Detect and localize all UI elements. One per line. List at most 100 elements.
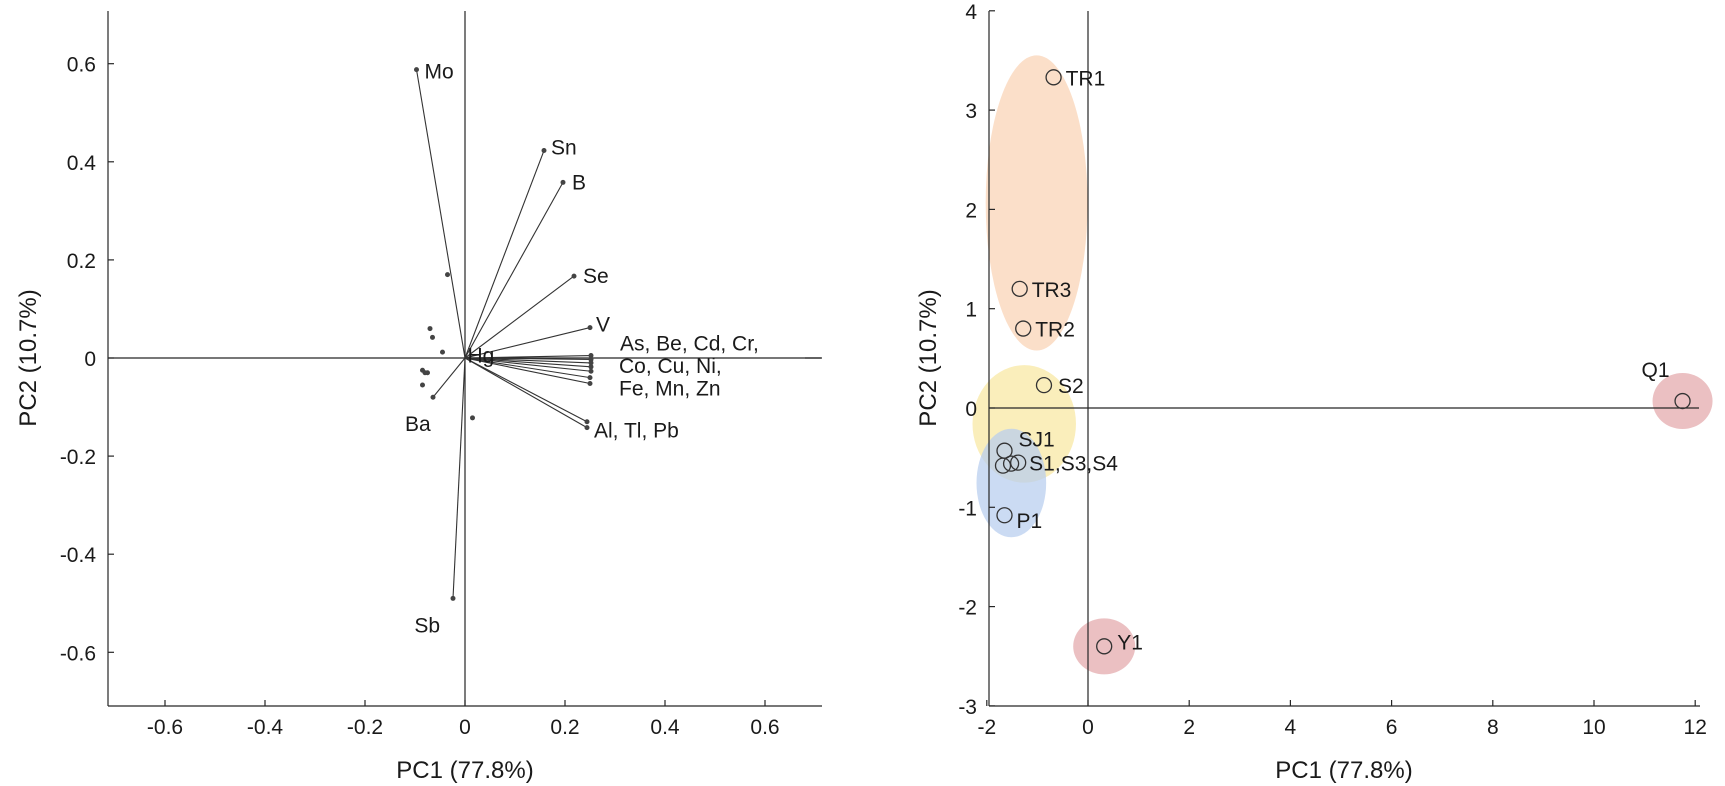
loading-vector-tip	[430, 394, 436, 400]
x-tick-label: 12	[1684, 716, 1707, 739]
y-tick-label: -0.6	[60, 642, 96, 665]
loading-vector-v	[464, 327, 591, 359]
loading-vector	[464, 357, 588, 423]
loadings-points	[420, 272, 475, 421]
y-tick-label: 4	[965, 1, 977, 24]
x-tick-label: -2	[977, 716, 996, 739]
loadings-x-axis-label: PC1 (77.8%)	[396, 757, 533, 784]
loading-vector	[464, 357, 592, 368]
score-label-sj1: SJ1	[1019, 429, 1055, 452]
score-point-p1	[996, 507, 1013, 524]
loading-vector-tip	[588, 368, 594, 374]
loadings-annotations: Hg As, Be, Cd, Cr,Co, Cu, Ni,Fe, Mn, Zn Al…	[468, 332, 822, 443]
score-label-tr3: TR3	[1032, 279, 1072, 302]
x-tick-label: 4	[1285, 716, 1297, 739]
loading-annotation: Hg	[468, 345, 495, 368]
loadings-x-ticks: -0.6 -0.4 -0.2 0 0.2 0.4 0.6	[147, 700, 780, 739]
loading-vector-tip	[588, 356, 594, 362]
loading-point	[430, 334, 435, 340]
score-point-tr3	[1011, 280, 1028, 297]
score-label-p1: P1	[1017, 510, 1043, 533]
x-tick-label: 0.2	[550, 716, 579, 739]
scores-regions	[972, 55, 1713, 675]
score-label-q1: Q1	[1642, 359, 1670, 382]
loading-vector-tip	[584, 419, 590, 425]
loading-vector	[464, 357, 592, 361]
loading-point	[425, 370, 430, 376]
loadings-vectors: Mo Sn B Se V Ba Sb	[405, 61, 610, 638]
loading-vector-tip	[587, 325, 593, 331]
loadings-y-axis-label: PC2 (10.7%)	[15, 289, 42, 426]
loading-vector-tip	[450, 595, 456, 601]
y-tick-label: 0.6	[67, 54, 96, 77]
loading-vector	[464, 354, 592, 359]
y-tick-label: 3	[965, 100, 977, 123]
cluster-region	[1652, 373, 1713, 430]
score-label-tr2: TR2	[1035, 319, 1075, 342]
loading-label-v: V	[596, 314, 610, 337]
cluster-region	[976, 428, 1047, 538]
x-tick-label: 0	[459, 716, 471, 739]
y-tick-label: 2	[965, 199, 977, 222]
loading-vector-tip	[587, 375, 593, 381]
y-tick-label: -0.2	[60, 446, 96, 469]
loading-vector-tip	[587, 381, 593, 387]
loading-vector-ba	[432, 357, 466, 398]
loading-label-mo: Mo	[425, 61, 454, 84]
loading-point	[440, 349, 445, 355]
y-tick-label: -2	[958, 597, 977, 620]
loading-vector-tip	[588, 364, 594, 370]
y-tick-label: -1	[958, 497, 977, 520]
loadings-panel: Mo Sn B Se V Ba Sb -0.6 -0.4 -0.2 0 0.2 0.4 0.6 -0.6…	[15, 11, 822, 784]
loading-vector-tip	[414, 67, 419, 73]
loading-point	[470, 415, 475, 421]
score-point-y1	[1096, 638, 1113, 655]
score-label-tr1: TR1	[1066, 67, 1106, 90]
score-point	[1002, 455, 1020, 472]
scores-x-axis-label: PC1 (77.8%)	[1275, 757, 1412, 784]
x-tick-label: -0.4	[247, 716, 284, 739]
loading-vector	[464, 357, 588, 429]
loading-point	[420, 382, 425, 388]
x-tick-label: 0.4	[650, 716, 680, 739]
x-tick-label: 2	[1183, 716, 1195, 739]
y-tick-label: -3	[958, 696, 977, 719]
score-point-tr1	[1045, 69, 1062, 86]
score-point	[994, 457, 1012, 474]
loading-vector-mo	[415, 69, 466, 359]
y-tick-label: 0.4	[67, 152, 97, 175]
loading-label-b: B	[572, 171, 586, 194]
loading-vector-tip	[571, 273, 577, 279]
loading-vector-tip	[588, 353, 594, 359]
cluster-region	[1073, 618, 1136, 675]
loading-vector-tip	[588, 360, 594, 366]
y-tick-label: 0	[965, 398, 977, 421]
loading-vector-tip	[584, 425, 590, 431]
loading-annotation: Al, Tl, Pb	[594, 420, 679, 443]
score-point-q1	[1674, 392, 1691, 410]
loading-vector-tip	[541, 148, 547, 154]
x-tick-label: -0.6	[147, 716, 183, 739]
loading-label-se: Se	[583, 265, 609, 288]
loading-vector-b	[464, 182, 564, 359]
loading-label-sn: Sn	[551, 137, 577, 160]
loading-point	[445, 272, 450, 278]
scores-y-ticks: -3 -2 -1 0 1 2 3 4	[958, 1, 995, 719]
scores-x-ticks: -2 0 2 4 6 8 10 12	[977, 700, 1707, 739]
x-tick-label: 0	[1082, 716, 1094, 739]
score-label-s1-s3-s4: S1,S3,S4	[1029, 453, 1118, 476]
x-tick-label: 6	[1386, 716, 1398, 739]
loading-annotation: Co, Cu, Ni,	[619, 355, 722, 378]
loading-point	[427, 326, 433, 332]
x-tick-label: 0.6	[750, 716, 779, 739]
loading-annotation: Fe, Mn, Zn	[619, 377, 721, 400]
loading-vector	[464, 357, 592, 364]
score-point-s1-s3-s4	[1010, 454, 1027, 471]
loading-vector-sb	[452, 357, 466, 599]
x-tick-label: 10	[1582, 716, 1605, 739]
score-point-tr2	[1015, 320, 1032, 337]
loading-vector	[464, 357, 591, 385]
